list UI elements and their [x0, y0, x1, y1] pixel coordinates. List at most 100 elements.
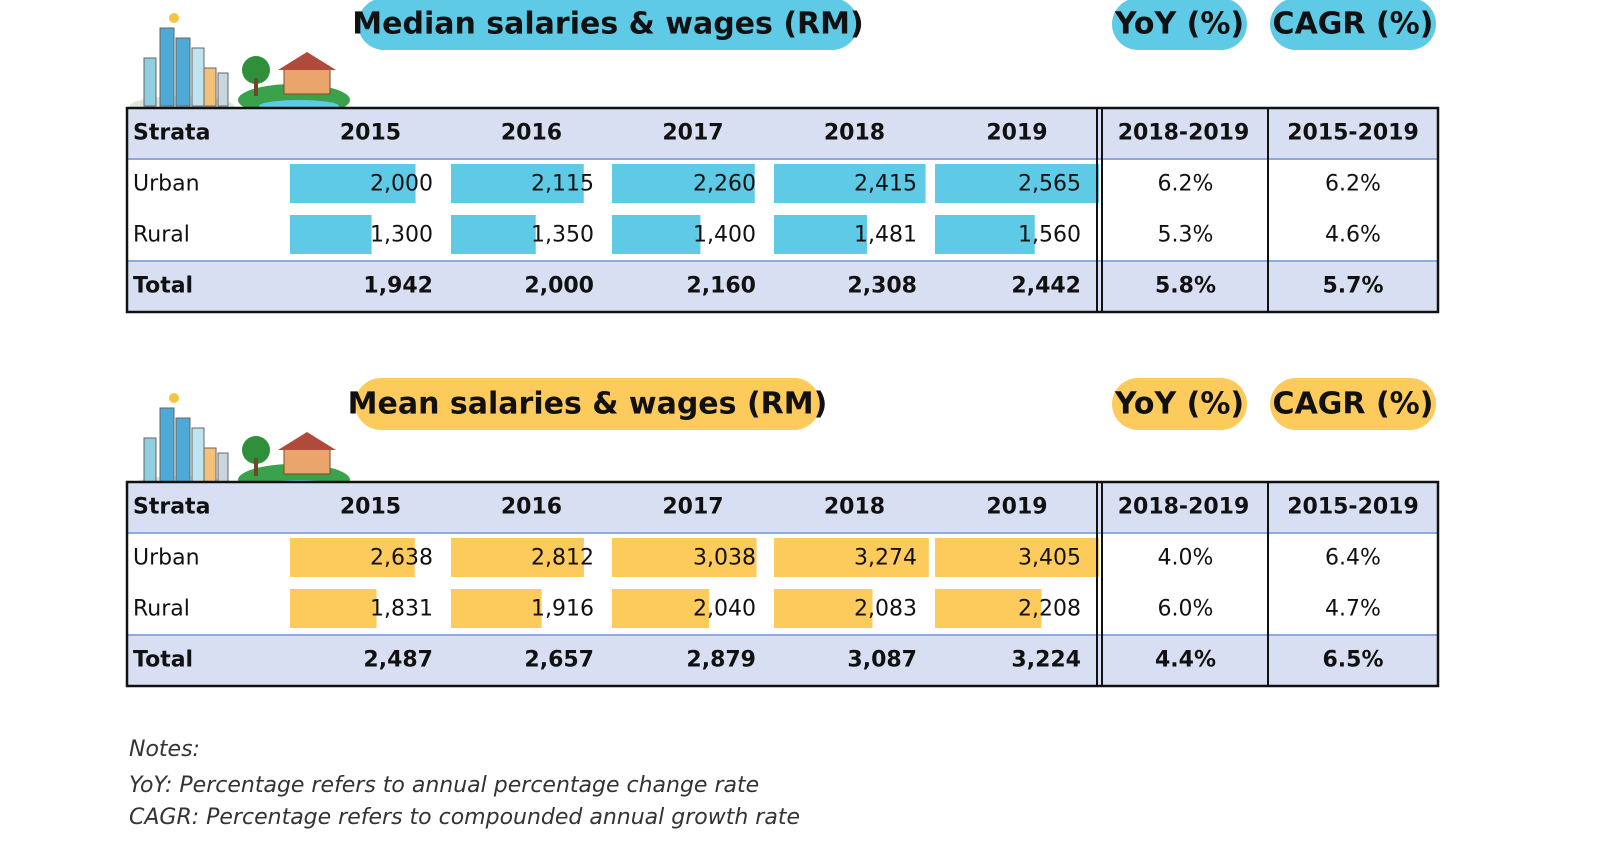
total-cagr: 6.5%: [1322, 648, 1383, 673]
icon-sun: [169, 13, 179, 23]
icon-building: [191, 47, 205, 107]
icon-building: [175, 37, 191, 107]
data-bar: [290, 589, 377, 628]
data-bar: [774, 164, 926, 203]
yoy-cell: 5.3%: [1158, 223, 1214, 248]
pill-label: YoY (%): [1114, 387, 1244, 422]
column-header: 2018: [824, 121, 885, 146]
title-pill: [355, 378, 820, 430]
column-header: 2019: [986, 495, 1047, 520]
column-header: 2016: [501, 495, 562, 520]
data-bar: [451, 164, 584, 203]
icon-building: [217, 72, 229, 107]
pill-label: Median salaries & wages (RM): [352, 7, 863, 42]
icon-building: [159, 27, 175, 107]
total-cell: 2,657: [524, 648, 594, 673]
icon-tree: [242, 56, 270, 84]
column-header: 2015-2019: [1287, 121, 1419, 146]
title-pill: [358, 0, 858, 50]
row-label: Urban: [133, 172, 200, 197]
total-cell: 2,487: [363, 648, 433, 673]
pill-label: Mean salaries & wages (RM): [348, 387, 828, 422]
data-bar: [612, 538, 757, 577]
cell-value: 2,565: [1018, 172, 1081, 197]
icon-building: [143, 57, 157, 107]
title-pill: [1112, 0, 1247, 50]
cagr-cell: 4.6%: [1325, 223, 1381, 248]
data-bar: [935, 164, 1099, 203]
column-header: 2019: [986, 121, 1047, 146]
pill-label: YoY (%): [1114, 7, 1244, 42]
title-pill: [1270, 0, 1436, 50]
data-bar: [612, 164, 755, 203]
column-header: 2018-2019: [1118, 495, 1250, 520]
cell-value: 3,038: [693, 546, 756, 571]
icon-trunk: [254, 78, 258, 96]
total-cell: 2,000: [524, 274, 594, 299]
cell-value: 2,208: [1018, 597, 1081, 622]
data-bar: [935, 589, 1042, 628]
notes-heading: Notes:: [129, 737, 200, 762]
table-border: [125, 480, 1440, 688]
cell-value: 1,400: [693, 223, 756, 248]
cell-value: 2,638: [370, 546, 433, 571]
cagr-cell: 4.7%: [1325, 597, 1381, 622]
data-bar: [451, 538, 584, 577]
icon-building: [159, 407, 175, 487]
city-village-icon: [130, 393, 350, 496]
data-bar: [935, 538, 1099, 577]
total-cell: 3,087: [847, 648, 917, 673]
column-header: Strata: [133, 121, 210, 146]
data-bar: [612, 589, 710, 628]
row-label: Rural: [133, 223, 190, 248]
cell-value: 1,300: [370, 223, 433, 248]
column-header: 2015: [340, 495, 401, 520]
column-header: 2017: [662, 495, 723, 520]
cell-value: 2,083: [854, 597, 917, 622]
column-header: Strata: [133, 495, 210, 520]
cell-value: 3,405: [1018, 546, 1081, 571]
cell-value: 1,560: [1018, 223, 1081, 248]
title-pill: [1270, 378, 1436, 430]
icon-roof: [278, 52, 336, 70]
yoy-cell: 6.2%: [1158, 172, 1214, 197]
row-label: Urban: [133, 546, 200, 571]
icon-building: [203, 67, 217, 107]
column-header: 2016: [501, 121, 562, 146]
column-header: 2015-2019: [1287, 495, 1419, 520]
icon-tree: [242, 436, 270, 464]
data-bar: [774, 589, 873, 628]
data-bar: [612, 215, 701, 254]
total-cell: 2,308: [847, 274, 917, 299]
total-label: Total: [133, 648, 193, 673]
data-bar: [451, 589, 542, 628]
icon-house: [283, 447, 331, 475]
title-pill: [1112, 378, 1247, 430]
total-band: [127, 261, 1438, 312]
data-bar: [290, 215, 372, 254]
table-border: [125, 106, 1440, 314]
cell-value: 2,000: [370, 172, 433, 197]
column-header: 2017: [662, 121, 723, 146]
cagr-cell: 6.4%: [1325, 546, 1381, 571]
header-band: [127, 482, 1438, 533]
total-cell: 3,224: [1011, 648, 1081, 673]
data-bar: [935, 215, 1035, 254]
data-bar: [774, 538, 929, 577]
total-cell: 2,879: [686, 648, 756, 673]
yoy-cell: 4.0%: [1158, 546, 1214, 571]
pill-label: CAGR (%): [1273, 7, 1434, 42]
column-header: 2015: [340, 121, 401, 146]
note-line: YoY: Percentage refers to annual percent…: [129, 773, 759, 798]
header-band: [127, 108, 1438, 159]
city-village-icon: [130, 13, 350, 116]
cagr-cell: 6.2%: [1325, 172, 1381, 197]
icon-roof: [278, 432, 336, 450]
row-label: Rural: [133, 597, 190, 622]
data-bar: [290, 164, 416, 203]
cell-value: 2,040: [693, 597, 756, 622]
total-cell: 1,942: [363, 274, 433, 299]
column-header: 2018: [824, 495, 885, 520]
cell-value: 1,916: [531, 597, 594, 622]
data-bar: [290, 538, 415, 577]
